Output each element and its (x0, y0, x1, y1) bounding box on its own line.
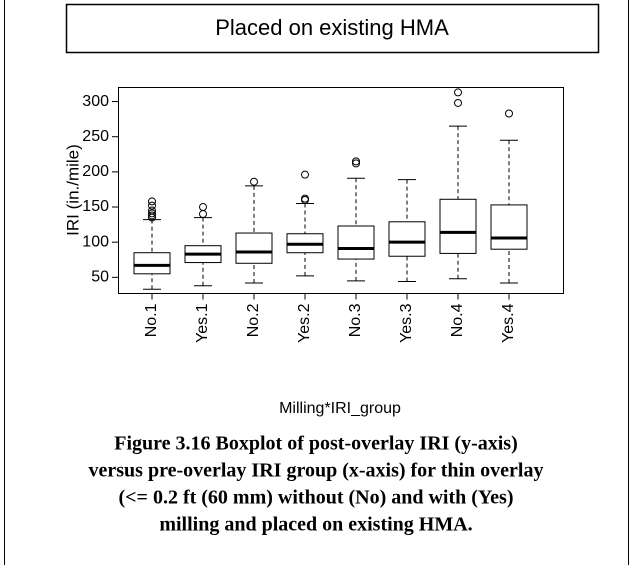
x-tick-label: No.4 (449, 303, 466, 337)
x-tick-label: Yes.4 (500, 303, 517, 343)
outlier (454, 98, 462, 107)
box (235, 232, 273, 264)
box (490, 204, 528, 250)
box (133, 252, 171, 275)
x-tick-label: No.2 (245, 303, 262, 337)
outlier (148, 211, 156, 220)
x-tick-label: No.1 (143, 303, 160, 337)
outlier (148, 206, 156, 215)
outlier (301, 170, 309, 179)
outlier (199, 210, 207, 219)
y-tick-label: 50 (91, 269, 109, 286)
box (337, 225, 375, 260)
caption-line: Figure 3.16 Boxplot of post-overlay IRI … (114, 433, 518, 455)
outlier (148, 209, 156, 218)
box (388, 221, 426, 257)
outlier (454, 88, 462, 97)
y-axis-label: IRI (in./mile) (63, 144, 82, 236)
x-tick-label: Yes.1 (194, 303, 211, 343)
title-box (65, 3, 600, 54)
outlier (250, 177, 258, 186)
x-axis-label: Milling*IRI_group (279, 400, 401, 417)
x-tick-label: Yes.3 (398, 303, 415, 343)
y-tick-label: 250 (82, 128, 109, 145)
x-tick-label: No.3 (347, 303, 364, 337)
outlier (505, 109, 513, 118)
outlier (352, 157, 360, 166)
caption-line: (<= 0.2 ft (60 mm) without (No) and with… (119, 487, 514, 509)
caption-line: milling and placed on existing HMA. (159, 514, 472, 536)
outlier (148, 201, 156, 210)
box (439, 198, 477, 254)
y-tick-label: 300 (82, 93, 109, 110)
outlier (148, 197, 156, 206)
outlier (352, 159, 360, 168)
chart-title: Placed on existing HMA (215, 15, 449, 40)
outlier (301, 194, 309, 203)
y-tick-label: 100 (82, 233, 109, 250)
y-tick-label: 200 (82, 163, 109, 180)
outlier (199, 203, 207, 212)
caption-line: versus pre-overlay IRI group (x-axis) fo… (89, 460, 544, 482)
y-tick-label: 150 (82, 198, 109, 215)
plot-box (118, 87, 564, 294)
x-tick-label: Yes.2 (296, 303, 313, 343)
